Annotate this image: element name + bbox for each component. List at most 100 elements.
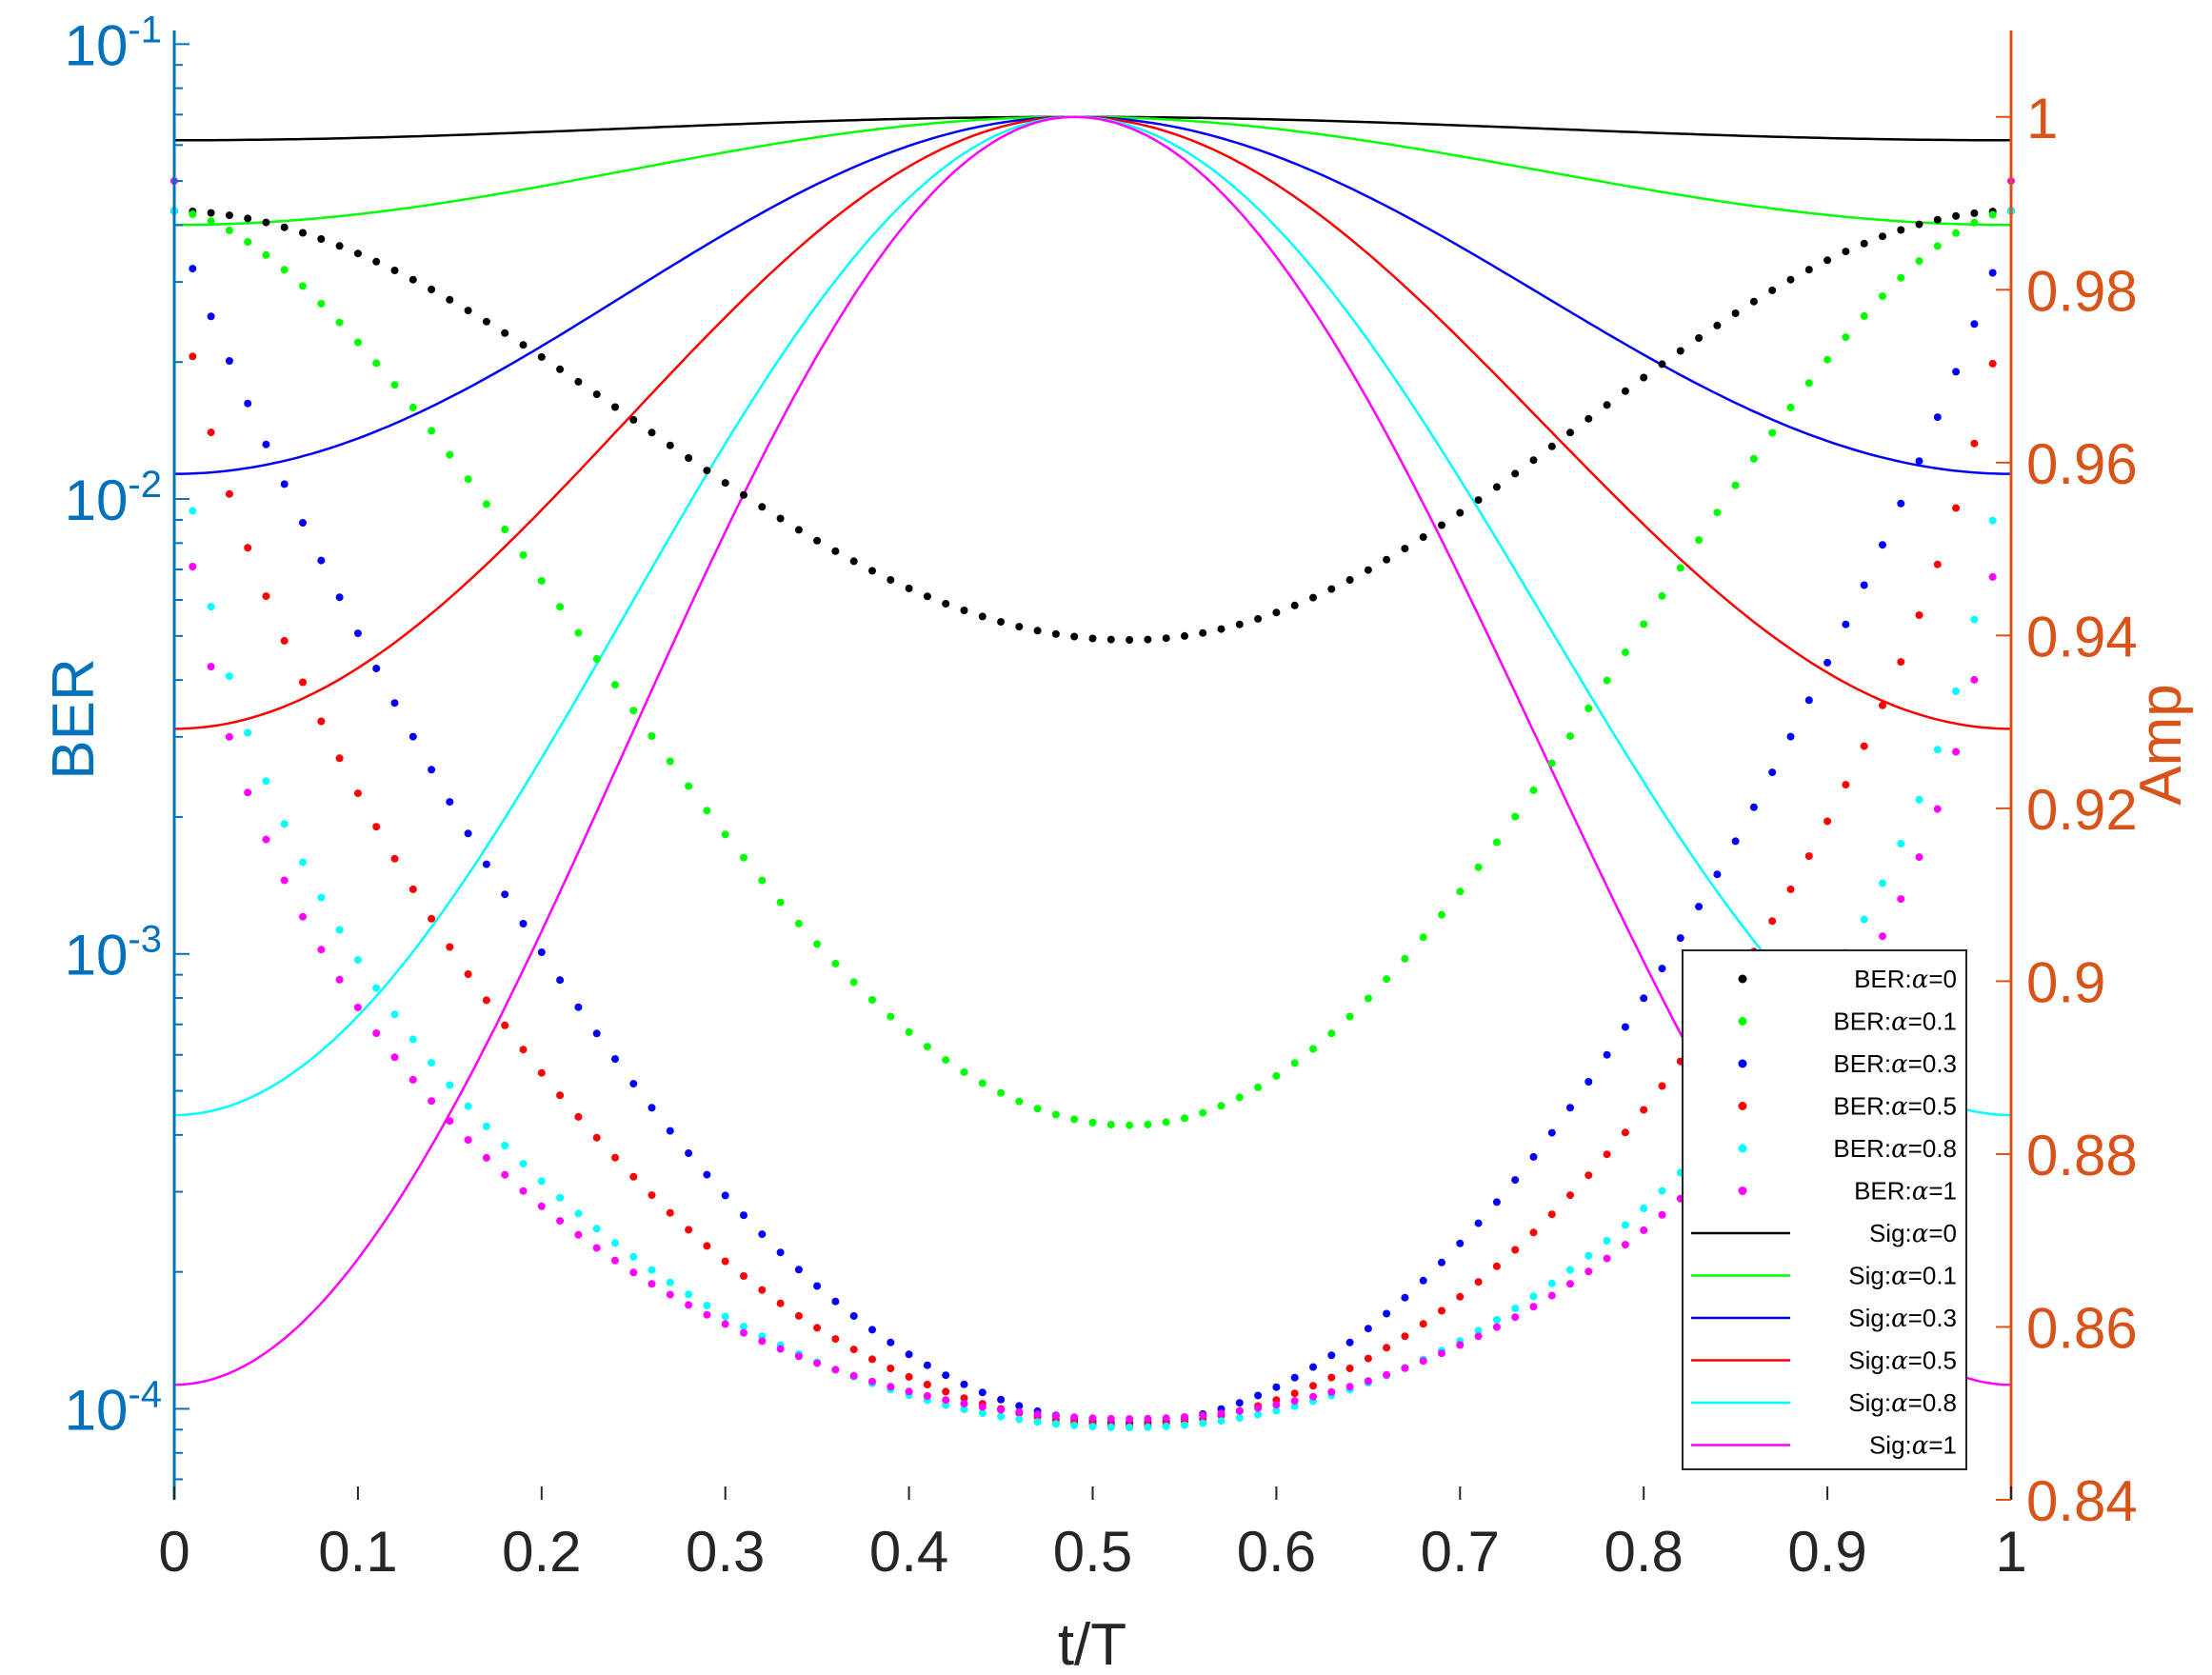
ber-point-3-43 — [960, 1394, 968, 1403]
ber-point-5-12 — [390, 1053, 399, 1062]
ber-point-2-3 — [225, 357, 233, 365]
ber-point-0-47 — [1033, 627, 1042, 635]
ber-point-0-20 — [537, 352, 546, 361]
ber-point-2-42 — [942, 1371, 950, 1380]
ber-point-2-78 — [1603, 1050, 1611, 1059]
ber-point-1-58 — [1235, 1093, 1244, 1102]
ber-point-2-8 — [317, 556, 326, 565]
ber-point-5-50 — [1088, 1414, 1097, 1423]
ber-point-3-67 — [1401, 1332, 1409, 1341]
ber-point-0-67 — [1401, 545, 1409, 553]
legend-label-6: Sig:α=0 — [1869, 1219, 1957, 1248]
ber-point-3-65 — [1364, 1354, 1372, 1363]
ber-point-3-94 — [1897, 658, 1905, 667]
ber-point-0-54 — [1162, 634, 1170, 643]
ber-point-2-62 — [1309, 1363, 1317, 1371]
ber-point-2-23 — [592, 1029, 601, 1038]
ber-point-4-95 — [1915, 795, 1923, 804]
ber-point-2-89 — [1804, 696, 1813, 705]
ber-point-3-19 — [519, 1046, 528, 1054]
ber-point-0-72 — [1492, 483, 1501, 491]
ber-point-1-76 — [1566, 732, 1574, 740]
ber-point-2-26 — [648, 1104, 656, 1112]
ber-point-3-91 — [1842, 781, 1850, 789]
ber-point-1-80 — [1640, 620, 1648, 628]
legend-label-5: BER:α=1 — [1854, 1177, 1957, 1206]
ber-point-2-97 — [1952, 368, 1961, 376]
ber-point-4-23 — [592, 1225, 601, 1233]
x-tick-label-3: 0.3 — [686, 1520, 765, 1584]
ber-point-1-53 — [1144, 1120, 1152, 1128]
right-tick-label-8: 1 — [2026, 87, 2058, 150]
ber-point-4-81 — [1658, 1186, 1666, 1195]
ber-point-1-7 — [299, 282, 307, 290]
ber-point-4-72 — [1492, 1316, 1501, 1324]
ber-point-5-79 — [1621, 1241, 1629, 1249]
ber-point-1-29 — [703, 807, 711, 815]
ber-point-3-27 — [666, 1208, 674, 1217]
ber-point-5-15 — [446, 1117, 454, 1126]
legend-marker-2 — [1738, 1059, 1747, 1068]
ber-point-5-55 — [1181, 1413, 1188, 1421]
ber-point-5-58 — [1235, 1406, 1244, 1415]
ber-point-2-1 — [189, 265, 197, 273]
ber-point-0-95 — [1915, 220, 1923, 229]
ber-point-4-45 — [997, 1412, 1006, 1421]
ber-point-1-17 — [482, 500, 490, 508]
ber-point-0-56 — [1199, 628, 1207, 637]
ber-point-1-39 — [887, 1012, 895, 1021]
ber-point-2-63 — [1327, 1351, 1336, 1360]
ber-point-5-24 — [611, 1256, 619, 1265]
ber-point-1-96 — [1933, 242, 1942, 250]
ber-point-3-79 — [1621, 1128, 1629, 1137]
ber-point-0-37 — [849, 557, 858, 566]
ber-point-2-9 — [335, 593, 344, 602]
ber-point-0-26 — [648, 429, 656, 437]
right-tick-label-2: 0.88 — [2026, 1124, 2138, 1187]
ber-point-5-26 — [648, 1280, 656, 1288]
ber-point-3-64 — [1345, 1365, 1354, 1372]
ber-point-3-96 — [1933, 560, 1942, 568]
x-tick-label-4: 0.4 — [869, 1520, 948, 1584]
ber-point-0-24 — [611, 403, 619, 411]
right-tick-label-3: 0.9 — [2026, 950, 2105, 1014]
ber-point-2-76 — [1566, 1104, 1574, 1112]
ber-point-5-34 — [794, 1352, 803, 1361]
ber-point-5-18 — [501, 1170, 509, 1179]
ber-point-5-49 — [1070, 1413, 1079, 1422]
ber-point-2-87 — [1768, 768, 1777, 777]
ber-point-1-72 — [1492, 838, 1501, 847]
legend-label-10: Sig:α=0.8 — [1848, 1388, 1957, 1418]
ber-point-5-1 — [189, 563, 197, 570]
ber-point-4-43 — [960, 1406, 968, 1413]
ber-point-5-67 — [1401, 1364, 1409, 1372]
ber-point-5-93 — [1879, 932, 1886, 941]
ber-point-5-46 — [1015, 1408, 1024, 1416]
ber-point-3-72 — [1492, 1262, 1501, 1270]
ber-point-5-37 — [849, 1371, 858, 1380]
ber-point-3-97 — [1952, 504, 1961, 512]
ber-point-2-35 — [813, 1282, 822, 1290]
ber-point-0-13 — [409, 275, 417, 284]
ber-point-2-36 — [831, 1297, 840, 1306]
ber-point-0-14 — [428, 286, 436, 293]
ber-point-1-89 — [1804, 379, 1813, 388]
ber-point-1-11 — [372, 359, 381, 368]
ber-point-0-87 — [1768, 286, 1777, 294]
ber-point-5-94 — [1897, 895, 1905, 904]
ber-point-0-92 — [1860, 239, 1868, 248]
ber-point-4-3 — [225, 672, 233, 681]
ber-point-1-61 — [1290, 1059, 1299, 1067]
ber-point-5-53 — [1144, 1414, 1152, 1423]
ber-point-0-55 — [1181, 631, 1188, 640]
ber-point-5-41 — [923, 1392, 931, 1400]
ber-point-3-36 — [831, 1335, 840, 1344]
ber-point-3-90 — [1823, 817, 1832, 826]
ber-point-1-85 — [1731, 481, 1740, 489]
ber-point-5-63 — [1327, 1387, 1336, 1396]
ber-point-4-2 — [207, 603, 215, 611]
ber-point-1-36 — [831, 959, 840, 967]
ber-point-5-77 — [1584, 1267, 1593, 1276]
ber-point-0-60 — [1272, 608, 1281, 617]
ber-point-2-14 — [428, 766, 436, 774]
